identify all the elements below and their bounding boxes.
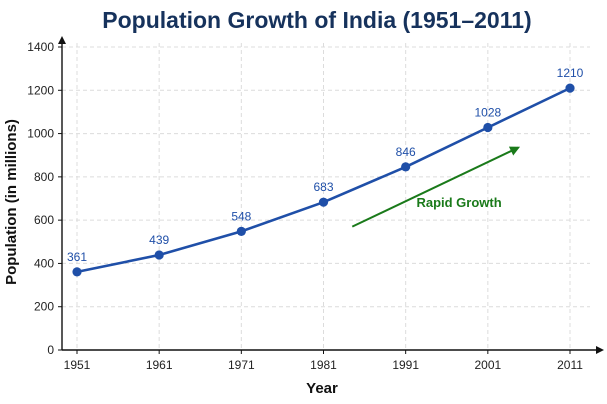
data-label-1951: 361 [67, 250, 87, 264]
data-point-1981 [318, 197, 329, 207]
x-tick-label-6: 2011 [557, 358, 583, 372]
annotation-layer: Rapid Growth [351, 146, 521, 228]
series-layer: 361 439 548 683 846 1028 1210 [67, 66, 584, 277]
x-tick-label-2: 1971 [228, 358, 255, 372]
x-tick-label-3: 1981 [310, 358, 337, 372]
axes-layer [58, 36, 604, 354]
rapid-growth-annotation: Rapid Growth [416, 195, 501, 210]
y-tick-label-0: 0 [47, 343, 54, 357]
data-point-1991 [401, 162, 411, 172]
data-label-2011: 1210 [557, 66, 584, 80]
x-axis-label: Year [306, 380, 338, 397]
data-label-1971: 548 [231, 209, 251, 223]
chart-title: Population Growth of India (1951–2011) [102, 7, 531, 33]
data-point-2001 [483, 122, 493, 133]
data-label-1961: 439 [149, 233, 169, 247]
data-point-2011 [565, 83, 575, 93]
x-tick-label-4: 1991 [392, 358, 419, 372]
y-tick-label-6: 1200 [27, 83, 54, 97]
data-point-1961 [154, 250, 164, 260]
y-tick-label-5: 1000 [27, 127, 54, 141]
y-tick-label-4: 800 [34, 170, 54, 184]
y-tick-label-3: 600 [34, 213, 54, 227]
x-tick-label-0: 1951 [64, 358, 91, 372]
data-point-1971 [236, 226, 246, 236]
data-point-1951 [72, 267, 82, 277]
ticks-layer: 0 200 400 600 800 1000 1200 1400 1951 1961 1971 198… [27, 40, 583, 372]
x-tick-label-1: 1961 [146, 358, 173, 372]
rapid-growth-arrow [351, 146, 521, 228]
data-label-1991: 846 [396, 145, 416, 159]
grid-layer [62, 43, 590, 350]
data-label-2001: 1028 [474, 106, 501, 120]
y-axis-label: Population (in millions) [3, 119, 20, 285]
data-label-1981: 683 [313, 180, 333, 194]
y-tick-label-1: 200 [34, 300, 54, 314]
y-tick-label-7: 1400 [27, 40, 54, 54]
y-tick-label-2: 400 [34, 256, 54, 270]
x-tick-label-5: 2001 [474, 358, 501, 372]
